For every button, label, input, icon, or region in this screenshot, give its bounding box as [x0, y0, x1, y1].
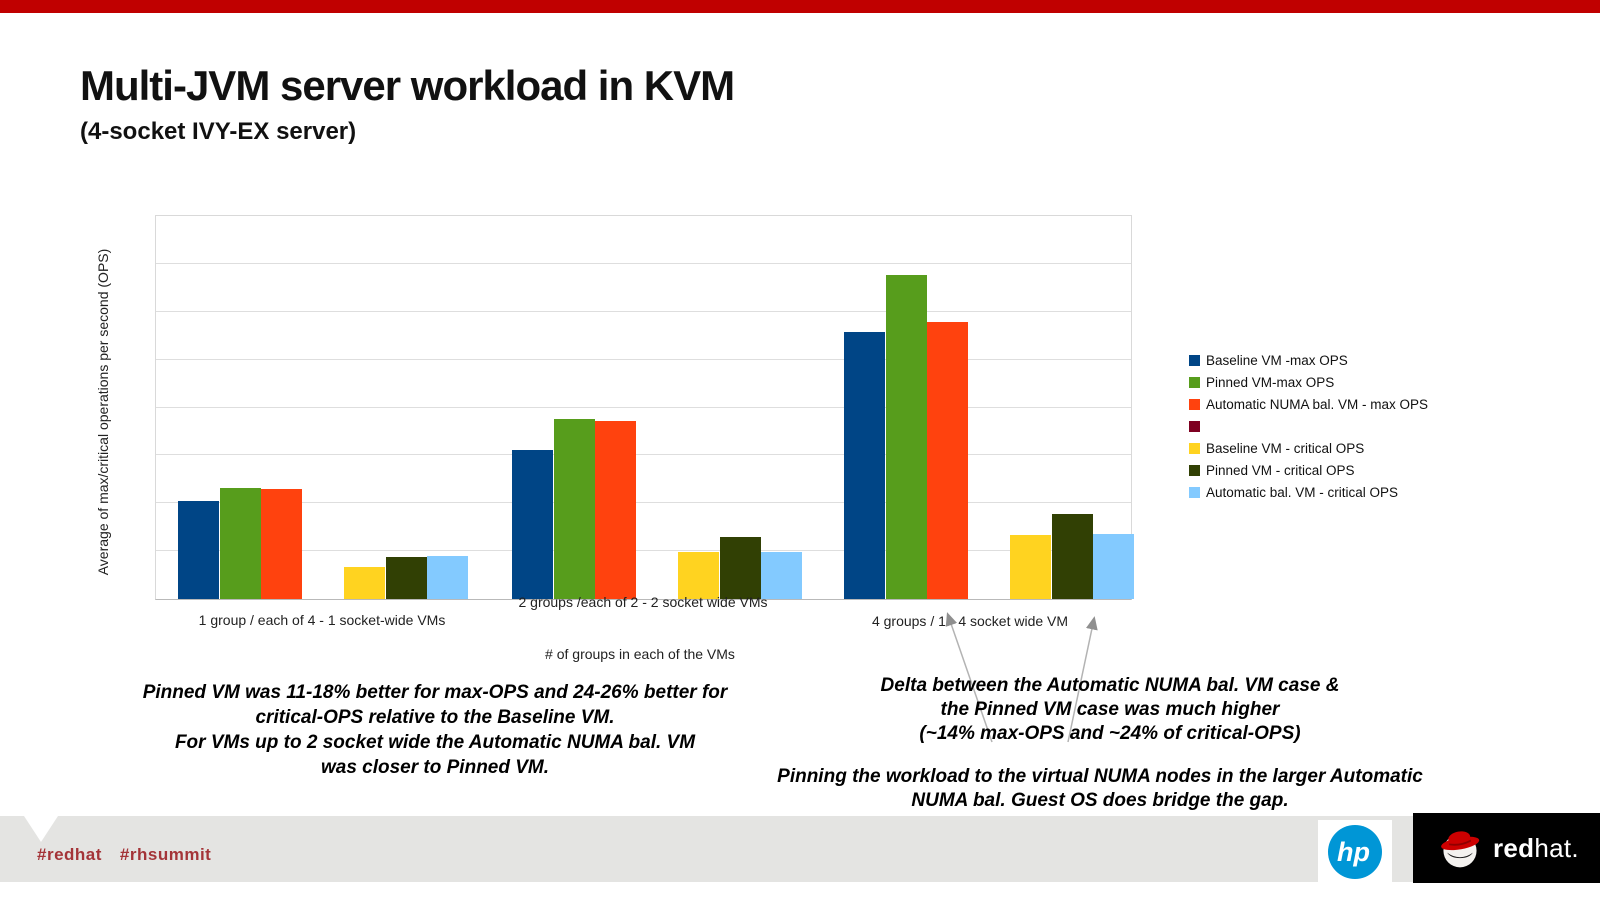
bar — [678, 552, 719, 599]
hp-logo-text: hp — [1337, 836, 1370, 867]
annotation-line: the Pinned VM case was much higher — [940, 699, 1280, 720]
bar — [761, 552, 802, 599]
bar — [178, 501, 219, 599]
chart-legend: Baseline VM -max OPS Pinned VM-max OPS Aut… — [1189, 349, 1428, 503]
legend-label: Baseline VM - critical OPS — [1206, 440, 1365, 456]
bar — [553, 418, 595, 599]
bar — [512, 449, 553, 599]
gridline — [156, 406, 1131, 408]
x-category-label-1: 1 group / each of 4 - 1 socket-wide VMs — [198, 612, 446, 628]
bar — [1051, 514, 1093, 599]
legend-swatch — [1189, 486, 1200, 498]
legend-item: Pinned VM-max OPS — [1189, 371, 1428, 393]
bar — [927, 321, 968, 599]
y-axis-title: Average of max/critical operations per s… — [95, 248, 111, 576]
callout-arrows — [945, 612, 1098, 743]
redhat-fedora-icon — [1441, 831, 1480, 868]
gridline — [156, 310, 1131, 312]
slide-subtitle: (4-socket IVY-EX server) — [80, 118, 357, 145]
bar — [1093, 534, 1134, 599]
bar — [595, 421, 636, 599]
annotation-right-bottom: Pinning the workload to the virtual NUMA… — [740, 765, 1460, 813]
x-category-label-3: 4 groups / 1 - 4 socket wide VM — [871, 613, 1069, 629]
hp-logo-patch: hp — [1318, 820, 1392, 884]
footer-hashtags: #redhat #rhsummit — [37, 845, 229, 865]
legend-item: Baseline VM - critical OPS — [1189, 437, 1428, 459]
legend-item: Automatic bal. VM - critical OPS — [1189, 481, 1428, 503]
annotation-line: Pinning the workload to the virtual NUMA… — [777, 766, 1423, 787]
bar — [427, 555, 468, 599]
legend-swatch — [1189, 398, 1200, 410]
bar — [885, 274, 927, 599]
x-axis-title: # of groups in each of the VMs — [545, 646, 735, 662]
annotation-line: NUMA bal. Guest OS does bridge the gap. — [911, 790, 1289, 811]
bar — [844, 331, 885, 599]
bar — [385, 557, 427, 599]
gridline — [156, 454, 1131, 456]
hashtag-redhat: #redhat — [37, 845, 102, 864]
legend-item: Baseline VM -max OPS — [1189, 349, 1428, 371]
gridline — [156, 550, 1131, 552]
annotation-left: Pinned VM was 11-18% better for max-OPS … — [95, 680, 775, 780]
x-category-label-2: 2 groups /each of 2 - 2 socket wide VMs — [518, 594, 768, 610]
callout-arrow-left — [945, 612, 993, 743]
annotation-line: Delta between the Automatic NUMA bal. VM… — [880, 675, 1340, 696]
callout-arrow-right — [1067, 616, 1098, 743]
bar — [344, 567, 385, 599]
legend-swatch — [1189, 376, 1200, 388]
annotation-right-top: Delta between the Automatic NUMA bal. VM… — [770, 674, 1450, 746]
gridline — [156, 262, 1131, 264]
redhat-logo-text: redhat. — [1493, 832, 1579, 863]
plot-area — [155, 215, 1134, 600]
legend-swatch — [1189, 442, 1200, 454]
legend-item: Pinned VM - critical OPS — [1189, 459, 1428, 481]
legend-swatch — [1189, 464, 1200, 476]
redhat-logo-box: redhat. — [1413, 813, 1600, 883]
annotation-line: Pinned VM was 11-18% better for max-OPS … — [142, 682, 728, 703]
legend-swatch — [1189, 354, 1200, 366]
bar — [1010, 535, 1051, 599]
legend-label: Baseline VM -max OPS — [1206, 352, 1348, 368]
bar — [261, 488, 302, 599]
annotation-line: (~14% max-OPS and ~24% of critical-OPS) — [919, 723, 1301, 744]
gridline — [156, 502, 1131, 504]
footer-notch — [24, 816, 58, 842]
hp-logo-icon: hp — [1328, 825, 1382, 879]
bar — [219, 488, 261, 599]
legend-item: Automatic NUMA bal. VM - max OPS — [1189, 393, 1428, 415]
slide-title: Multi-JVM server workload in KVM — [80, 62, 735, 109]
legend-swatch — [1189, 420, 1200, 432]
top-accent-bar — [0, 0, 1600, 13]
annotation-line: was closer to Pinned VM. — [320, 757, 550, 778]
legend-label: Pinned VM-max OPS — [1206, 374, 1335, 390]
hashtag-rhsummit: #rhsummit — [119, 845, 212, 864]
legend-label: Automatic NUMA bal. VM - max OPS — [1206, 396, 1429, 412]
annotation-line: For VMs up to 2 socket wide the Automati… — [174, 732, 696, 753]
gridline — [156, 358, 1131, 360]
legend-label: Automatic bal. VM - critical OPS — [1206, 484, 1399, 500]
annotation-line: critical-OPS relative to the Baseline VM… — [255, 707, 615, 728]
bar — [719, 537, 761, 599]
legend-label: Pinned VM - critical OPS — [1206, 462, 1355, 478]
legend-item — [1189, 415, 1428, 437]
